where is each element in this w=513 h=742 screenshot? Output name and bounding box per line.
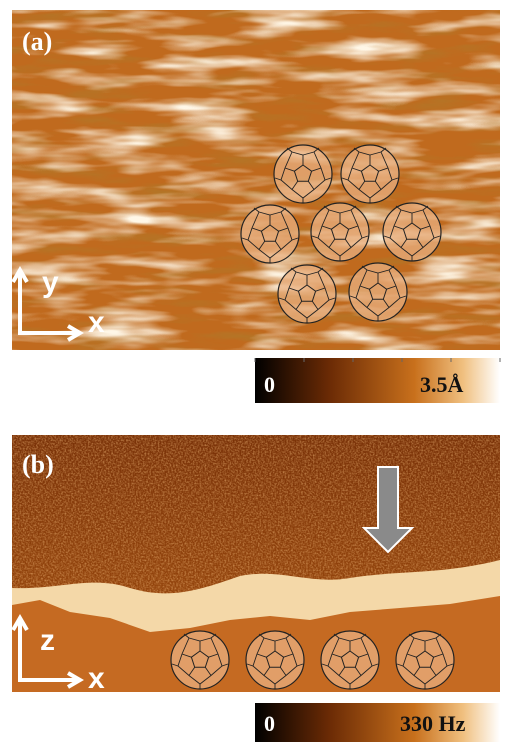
panel-label: (b) (22, 450, 54, 479)
colorbar-min: 0 (264, 372, 275, 397)
panel-a: (a) y x 0 3.5Å (12, 10, 500, 403)
colorbar-min: 0 (264, 711, 275, 736)
panel-label: (a) (22, 27, 52, 56)
figure: (a) y x 0 3.5Å (b) z x 0 330 H (0, 0, 513, 742)
axis-label: x (88, 662, 105, 695)
panel-b: (b) z x 0 330 Hz (12, 435, 500, 742)
axis-label: x (88, 306, 105, 339)
colorbar-max: 3.5Å (420, 372, 464, 397)
axis-label: y (42, 266, 59, 299)
image-texture (12, 10, 500, 350)
axis-label: z (40, 624, 55, 657)
colorbar-max: 330 Hz (400, 711, 466, 736)
